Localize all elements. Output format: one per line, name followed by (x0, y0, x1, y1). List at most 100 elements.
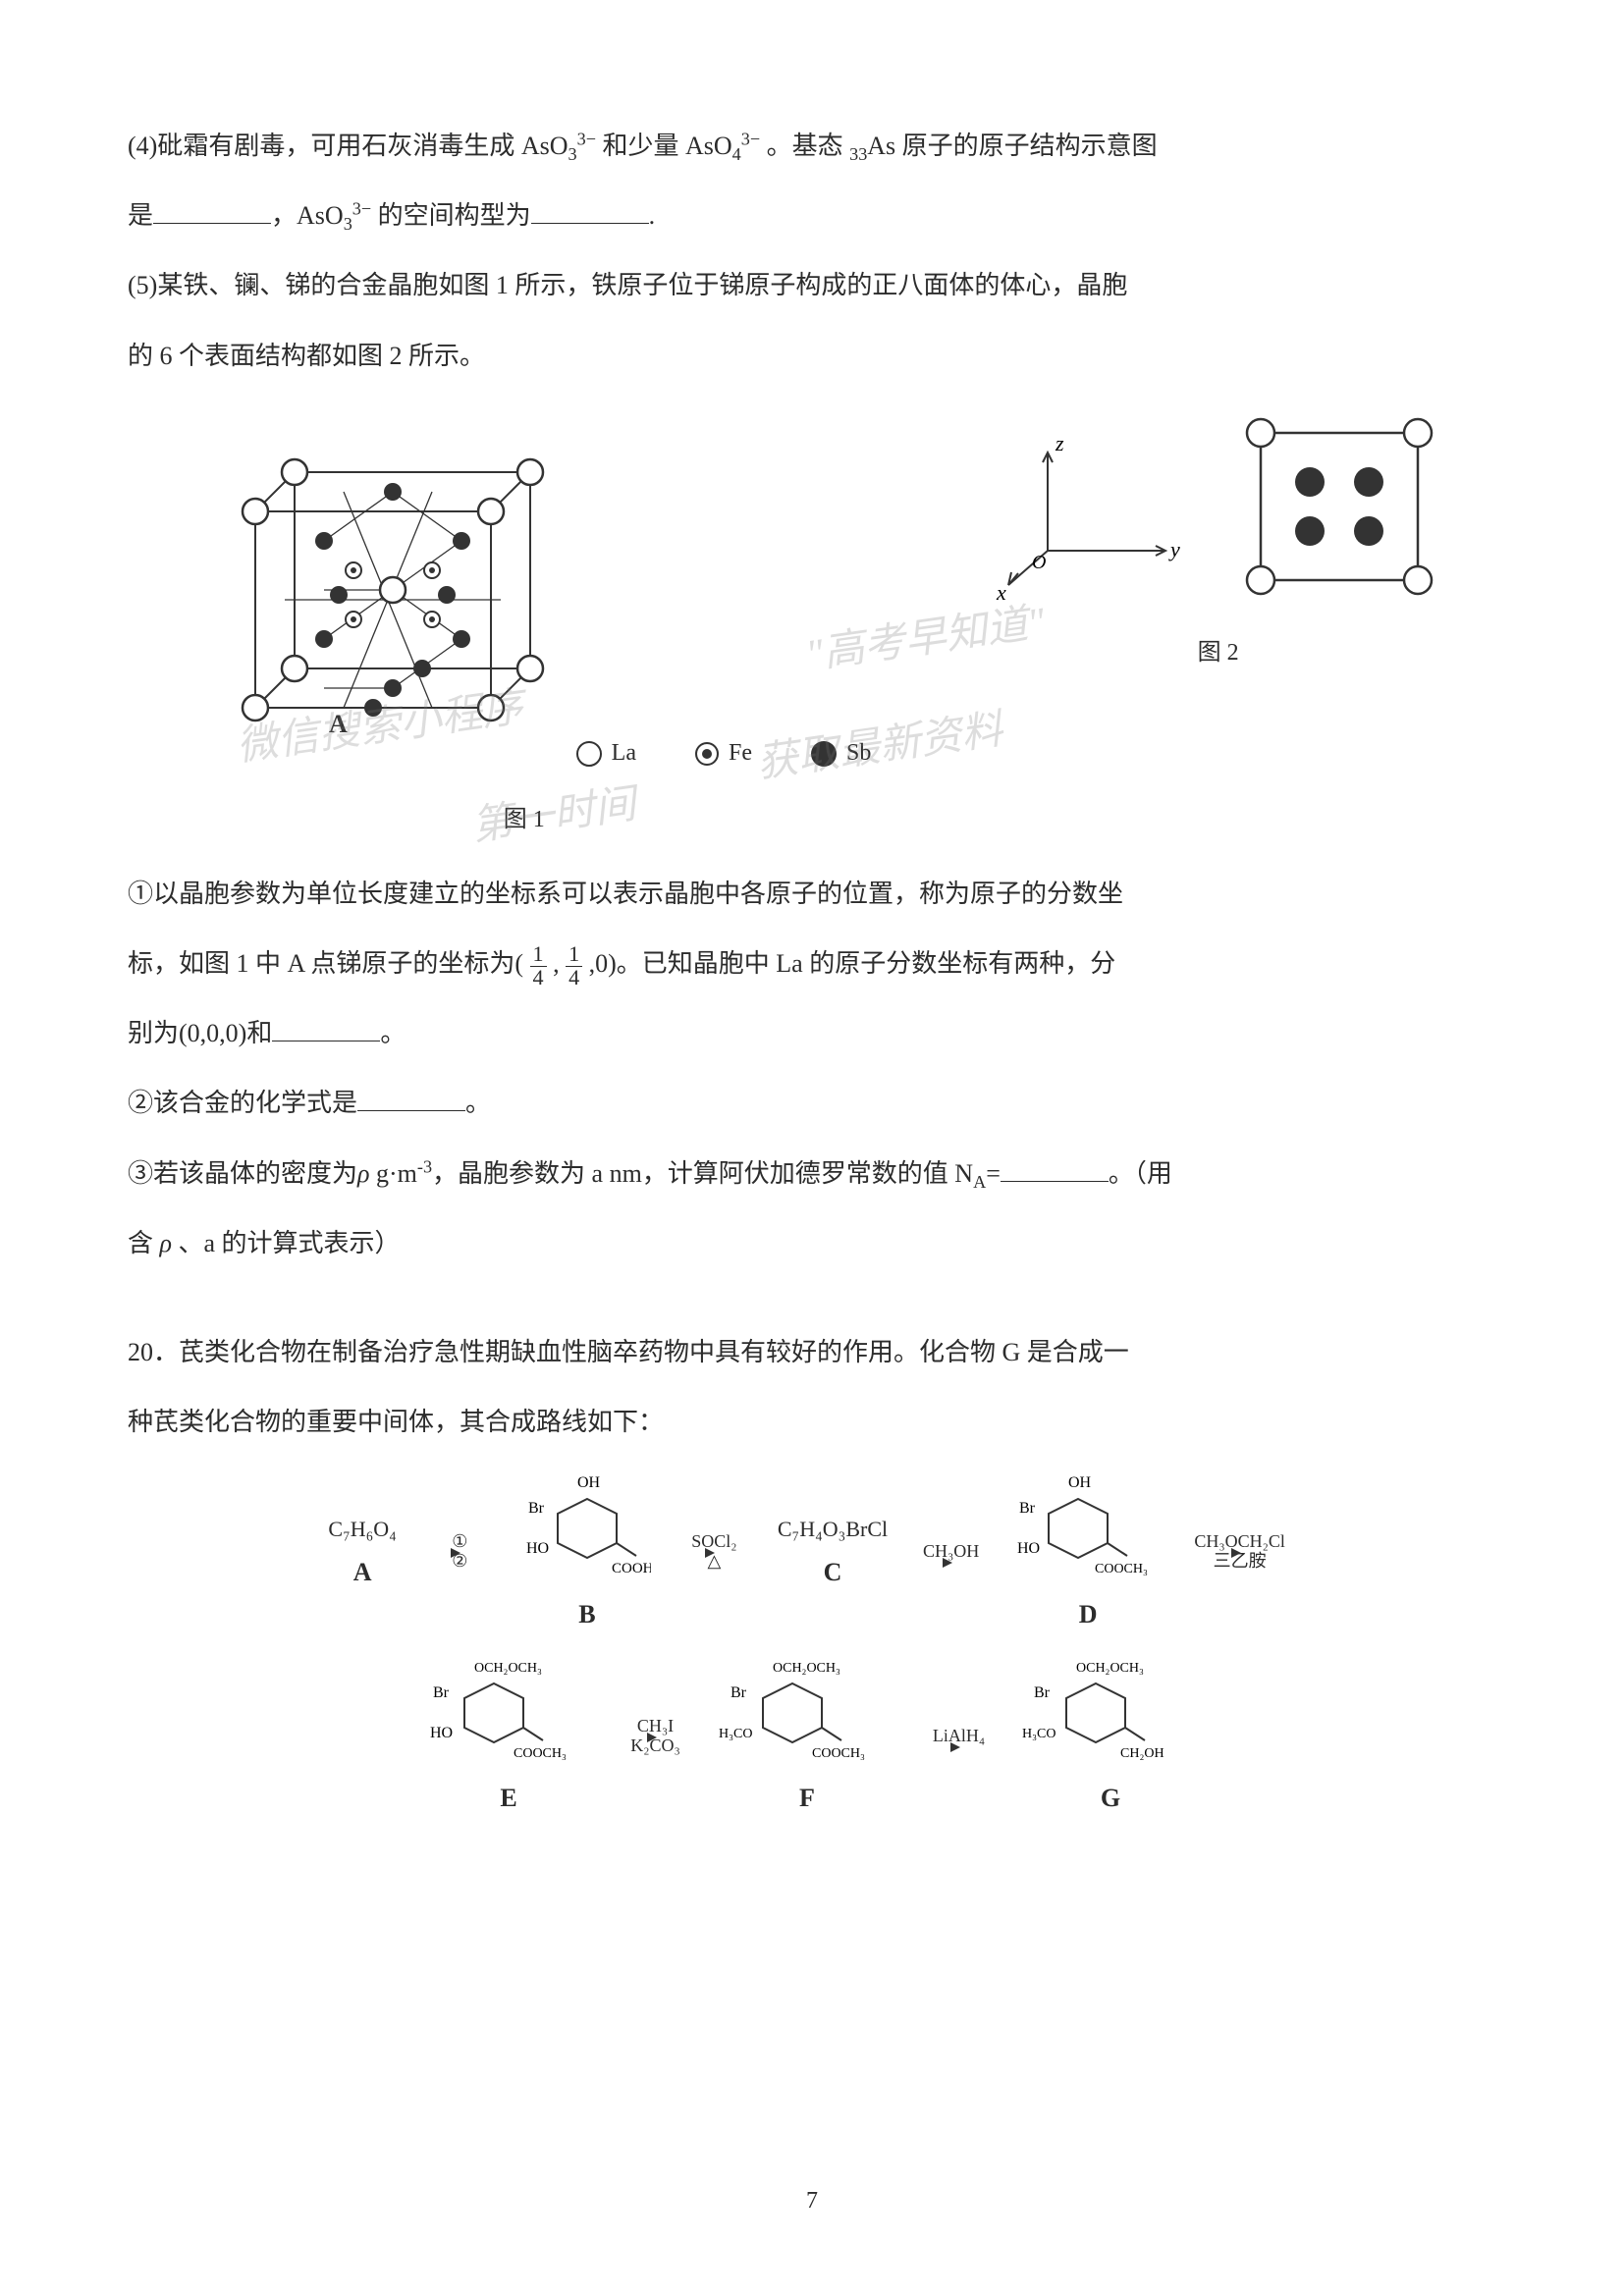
q4-blank1 (153, 196, 271, 225)
svg-text:OH: OH (577, 1474, 601, 1491)
q5-p3-e: 。（用 (1109, 1159, 1172, 1188)
q5-p1-b: 标，如图 1 中 A 点锑原子的坐标为( (128, 949, 523, 978)
axis-x: x (996, 580, 1006, 600)
arrow-3: CH₃OH (902, 1542, 1001, 1562)
arrow-5: CH₃I K₂CO₃ (607, 1717, 705, 1756)
fig1-unitcell-svg: A (177, 413, 569, 767)
q5-p2-a: ②该合金的化学式是 (128, 1089, 357, 1117)
svg-text:HO: HO (526, 1540, 549, 1557)
axis-z: z (1055, 433, 1064, 455)
svg-text:CH₂OH: CH₂OH (1120, 1746, 1164, 1761)
axis-y: y (1168, 537, 1180, 561)
arrow-2: SOCl₂ △ (665, 1532, 763, 1572)
q5-rho1: ρ (357, 1159, 369, 1188)
mol-E-svg: OCH₂OCH₃ Br HO COOCH₃ (425, 1654, 592, 1762)
q5-p3-g: 、a 的计算式表示） (179, 1229, 401, 1257)
mol-B: OH Br HO COOH B (523, 1469, 651, 1634)
q20-intro-b: 种芪类化合物的重要中间体，其合成路线如下： (128, 1394, 1496, 1450)
q5-rho2: ρ (160, 1229, 172, 1257)
svg-text:Br: Br (1034, 1684, 1051, 1701)
svg-text:H₃CO: H₃CO (1022, 1727, 1056, 1741)
q4-text-d: As 原子的原子结构示意图 (867, 132, 1157, 160)
q5-p2: ②该合金的化学式是 。 (128, 1075, 1496, 1131)
label-B: B (523, 1594, 651, 1635)
mol-B-svg: OH Br HO COOH (523, 1469, 651, 1577)
svg-text:Br: Br (433, 1684, 450, 1701)
fig2-caption: 图 2 (989, 627, 1447, 679)
svg-text:HO: HO (430, 1725, 453, 1741)
legend-la: La (612, 727, 636, 779)
q5-blank2 (357, 1084, 465, 1112)
label-G: G (1022, 1778, 1199, 1819)
q4-text-e: 是 (128, 201, 153, 230)
svg-text:COOCH₃: COOCH₃ (1095, 1562, 1148, 1576)
fig2-face-svg (1231, 413, 1447, 600)
svg-text:OCH₂OCH₃: OCH₂OCH₃ (1076, 1661, 1144, 1676)
fig1-container: A La Fe Sb 图 1 (177, 413, 871, 846)
q5-p3-sub: A (973, 1172, 986, 1192)
arrow-1: ① ② (410, 1532, 509, 1572)
reaction-row2: OCH₂OCH₃ Br HO COOCH₃ E CH₃I K₂CO₃ OCH₂O… (128, 1654, 1496, 1819)
label-C: C (778, 1552, 888, 1593)
axes-svg: z y x O (989, 433, 1224, 600)
legend-sb: Sb (846, 727, 871, 779)
legend-fe: Fe (729, 727, 752, 779)
mol-G: OCH₂OCH₃ Br H₃CO CH₂OH G (1022, 1654, 1199, 1819)
q4-text-b: 和少量 AsO (602, 132, 731, 160)
q5-p3-d: = (986, 1159, 1001, 1188)
mol-A: C₇H₆O₄ A (328, 1512, 396, 1593)
svg-text:OCH₂OCH₃: OCH₂OCH₃ (773, 1661, 840, 1676)
q5-p3-a: ③若该晶体的密度为 (128, 1159, 357, 1188)
q4-sub4: 4 (732, 144, 741, 164)
q5-p1-e: 别为(0,0,0)和 (128, 1019, 272, 1047)
C-formula: C₇H₄O₃BrCl (778, 1517, 888, 1541)
arrow-4: CH₃OCH₂Cl 三乙胺 (1176, 1532, 1304, 1572)
fig1-caption: 图 1 (177, 794, 871, 846)
label-F: F (719, 1778, 895, 1819)
mol-D: OH Br HO COOCH₃ D (1014, 1469, 1162, 1634)
q4-sup-2: 3− (741, 129, 760, 148)
q4-line2: 是，AsO33− 的空间构型为. (128, 187, 1496, 243)
q4-asnum: 33 (849, 144, 867, 164)
svg-text:HO: HO (1017, 1540, 1040, 1557)
q4-sub3-1: 3 (568, 144, 577, 164)
svg-text:Br: Br (1019, 1500, 1036, 1517)
svg-text:COOCH₃: COOCH₃ (514, 1746, 567, 1761)
svg-text:A: A (329, 710, 348, 738)
mol-G-svg: OCH₂OCH₃ Br H₃CO CH₂OH (1022, 1654, 1199, 1762)
q5-p3-b: g·m (370, 1159, 417, 1188)
q5-p3-c: ，晶胞参数为 a nm，计算阿伏加德罗常数的值 N (432, 1159, 973, 1188)
q4-text-h: . (649, 201, 656, 230)
q5-p3-sup: -3 (417, 1156, 432, 1176)
q5-blank3 (1001, 1153, 1109, 1182)
q5-p1-line2: 标，如图 1 中 A 点锑原子的坐标为( 14 , 14 ,0)。已知晶胞中 L… (128, 935, 1496, 991)
q5-p2-b: 。 (465, 1089, 491, 1117)
q5-intro-a: (5)某铁、镧、锑的合金晶胞如图 1 所示，铁原子位于锑原子构成的正八面体的体心… (128, 257, 1496, 313)
figure-block: A La Fe Sb 图 1 z y x (128, 413, 1496, 846)
q5-p1-a: ①以晶胞参数为单位长度建立的坐标系可以表示晶胞中各原子的位置，称为原子的分数坐 (128, 866, 1496, 922)
svg-text:COOH: COOH (612, 1561, 651, 1576)
reaction-row1: C₇H₆O₄ A ① ② OH Br HO COOH B SOCl₂ △ C₇H… (128, 1469, 1496, 1634)
q5-p1-c: , (553, 949, 560, 978)
q4-blank2 (531, 196, 649, 225)
q5-p1-line3: 别为(0,0,0)和。 (128, 1005, 1496, 1061)
mol-E: OCH₂OCH₃ Br HO COOCH₃ E (425, 1654, 592, 1819)
q5-p3-line1: ③若该晶体的密度为ρ g·m-3，晶胞参数为 a nm，计算阿伏加德罗常数的值 … (128, 1146, 1496, 1201)
q5-intro-b: 的 6 个表面结构都如图 2 所示。 (128, 328, 1496, 384)
fig2-container: z y x O 图 2 (989, 413, 1447, 679)
frac-2: 14 (566, 943, 582, 988)
svg-text:OH: OH (1068, 1474, 1092, 1491)
svg-text:Br: Br (731, 1684, 747, 1701)
arrow-6: LiAlH₄ (910, 1727, 1008, 1746)
q5-p1-d: ,0)。已知晶胞中 La 的原子分数坐标有两种，分 (589, 949, 1116, 978)
q4-sup-1: 3− (577, 129, 596, 148)
mol-F: OCH₂OCH₃ Br H₃CO COOCH₃ F (719, 1654, 895, 1819)
q4-text-a: (4)砒霜有剧毒，可用石灰消毒生成 AsO (128, 132, 568, 160)
q4-text-f: ，AsO (271, 201, 344, 230)
q5-blank1 (272, 1014, 380, 1042)
svg-text:COOCH₃: COOCH₃ (812, 1746, 865, 1761)
A-formula: C₇H₆O₄ (328, 1517, 396, 1541)
q4-sup-3: 3− (352, 199, 371, 219)
frac-1: 14 (530, 943, 547, 988)
svg-text:OCH₂OCH₃: OCH₂OCH₃ (474, 1661, 542, 1676)
